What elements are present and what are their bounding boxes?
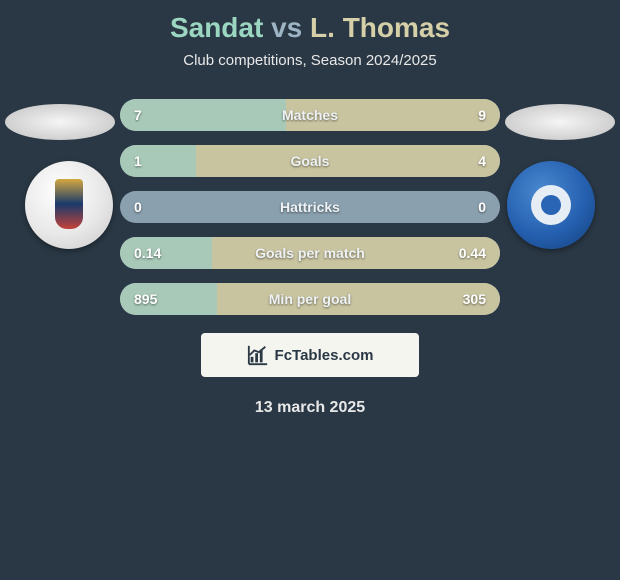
stat-row: 0.140.44Goals per match [120,237,500,269]
brand-box: FcTables.com [201,333,419,377]
club-badge-player2 [507,161,595,249]
stat-row: 895305Min per goal [120,283,500,315]
stat-row: 79Matches [120,99,500,131]
stat-bars: 79Matches 14Goals 00Hattricks 0.140.44Goals… [120,99,500,315]
stat-label: Matches [120,99,500,131]
brand-text: FcTables.com [275,347,374,364]
stat-label: Hattricks [120,191,500,223]
ellipse-decor-left [5,104,115,140]
title-vs: vs [271,12,302,43]
page-title: Sandat vs L. Thomas [0,0,620,44]
club-badge-player1 [25,161,113,249]
title-player1: Sandat [170,12,263,43]
chart-icon [247,344,269,366]
stat-row: 00Hattricks [120,191,500,223]
ellipse-decor-right [505,104,615,140]
title-player2: L. Thomas [310,12,450,43]
stat-label: Goals per match [120,237,500,269]
stat-label: Min per goal [120,283,500,315]
stat-row: 14Goals [120,145,500,177]
subtitle: Club competitions, Season 2024/2025 [0,52,620,69]
date-text: 13 march 2025 [0,399,620,417]
comparison-content: 79Matches 14Goals 00Hattricks 0.140.44Goals… [0,99,620,417]
stat-label: Goals [120,145,500,177]
